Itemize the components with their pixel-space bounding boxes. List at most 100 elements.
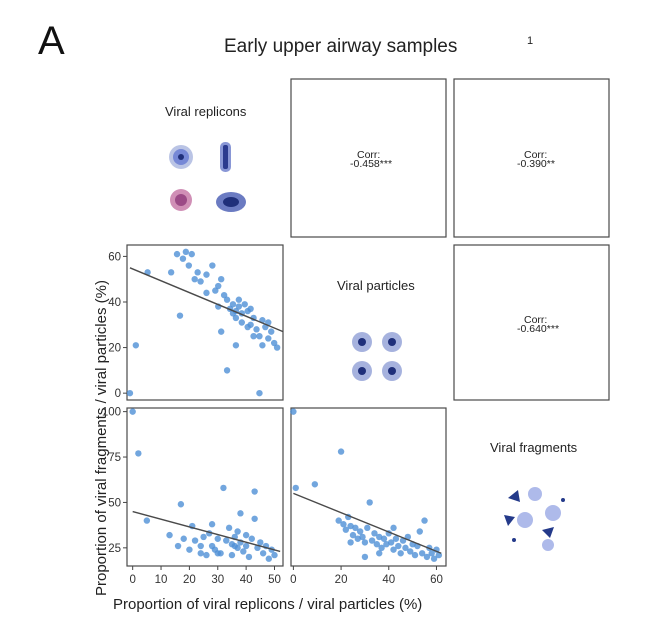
scatter-panel-frame [126, 407, 284, 567]
scatter-point [214, 550, 221, 557]
y-tick-label: 40 [108, 297, 121, 309]
diagonal-label-fragments: Viral fragments [490, 440, 578, 455]
scatter-point [220, 484, 227, 492]
scatter-point [179, 255, 187, 262]
scatter-point [271, 551, 278, 559]
scatter-point [203, 271, 210, 278]
y-tick-label: 20 [108, 343, 121, 355]
viral-fragments-icon [504, 487, 565, 551]
scatter-point [259, 550, 267, 557]
scatter-point [176, 312, 184, 319]
scatter-point [347, 539, 354, 546]
panel-letter: A [38, 19, 65, 63]
diagonal-label-replicons: Viral replicons [165, 104, 247, 119]
scatter-point [166, 531, 173, 539]
x-tick-label: 20 [183, 574, 196, 586]
scatter-point [220, 291, 228, 299]
diagonal-label-particles: Viral particles [337, 278, 415, 293]
scatter-point [359, 533, 366, 541]
y-tick-label: 75 [108, 452, 121, 464]
corr-box-frame [453, 78, 610, 238]
scatter-point [235, 296, 243, 303]
scatter-point [237, 510, 244, 517]
scatter-point [229, 301, 237, 308]
scatter-point [231, 542, 238, 550]
scatter-point [223, 296, 231, 303]
scatter-point [265, 555, 273, 562]
x-tick-label: 50 [268, 574, 281, 586]
scatter-point [191, 275, 198, 283]
scatter-point [387, 539, 395, 546]
x-tick-label: 40 [382, 574, 395, 586]
scatter-point [290, 408, 297, 415]
scatter-point [129, 408, 136, 415]
scatter-point [215, 282, 222, 290]
scatter-point [244, 323, 251, 331]
scatter-point [217, 328, 225, 335]
scatter-point [361, 539, 369, 546]
scatter-point [257, 539, 264, 546]
scatter-point [234, 528, 241, 535]
corr-box-particles-fragments: Corr: -0.640*** [453, 244, 610, 401]
scatter-point [188, 250, 195, 258]
scatter-point [349, 531, 357, 539]
scatter-point [167, 269, 175, 276]
viral-replicons-icon [169, 142, 246, 212]
scatter-point [259, 342, 266, 349]
scatter-point [214, 535, 221, 542]
scatter-point [177, 501, 185, 508]
corr-box-frame [290, 78, 447, 238]
scatter-point [242, 542, 250, 550]
y-tick-label: 25 [108, 543, 121, 555]
scatter-panel-replicons-fragments: 25 50 75 100 0 10 20 30 40 50 [102, 407, 284, 586]
scatter-point [411, 551, 419, 559]
scatter-point [185, 262, 193, 269]
scatter-point [397, 550, 404, 557]
scatter-point [228, 551, 236, 559]
scatter-point [223, 367, 231, 374]
scatter-point [197, 542, 204, 550]
scatter-point [248, 535, 255, 542]
scatter-point [174, 542, 182, 550]
scatter-point [270, 339, 278, 347]
scatter-point [132, 342, 140, 349]
x-tick-label: 10 [155, 574, 168, 586]
scatter-point [173, 250, 181, 258]
scatter-point [378, 544, 385, 552]
scatter-point [416, 528, 423, 535]
scatter-point [203, 289, 210, 297]
scatter-point [223, 537, 230, 544]
corr-box-replicons-particles: Corr: -0.458*** [290, 78, 447, 238]
scatter-point [390, 546, 397, 553]
scatter-point [225, 524, 233, 532]
scatter-point [392, 535, 400, 542]
x-tick-label: 0 [129, 574, 135, 586]
scatter-point [208, 521, 216, 528]
figure-title: Early upper airway samples [224, 36, 457, 57]
y-tick-label: 100 [102, 407, 121, 419]
scatter-point [209, 262, 216, 269]
x-tick-label: 20 [335, 574, 348, 586]
scatter-point [256, 389, 263, 397]
scatter-point [430, 555, 438, 562]
corr-value: -0.640*** [517, 323, 559, 335]
scatter-point [240, 548, 247, 555]
regression-line [129, 267, 284, 333]
diagonal-cell-particles: Viral particles [337, 278, 415, 381]
scatter-panel-replicons-particles: 0 20 40 60 [108, 244, 284, 401]
scatter-point [337, 448, 345, 455]
scatter-point [371, 530, 378, 537]
scatter-point [256, 332, 263, 340]
scatter-point [247, 305, 254, 313]
scatter-point [311, 481, 319, 488]
scatter-point [212, 287, 219, 294]
corr-label: Corr: [357, 149, 380, 161]
y-tick-label: 50 [108, 497, 121, 509]
scatter-point [366, 499, 373, 506]
scatter-point [368, 537, 376, 544]
corr-label: Corr: [524, 314, 547, 326]
scatter-panel-frame [126, 244, 284, 401]
y-axis-label: Proportion of viral fragments / viral pa… [93, 280, 110, 596]
scatter-point [182, 248, 190, 256]
